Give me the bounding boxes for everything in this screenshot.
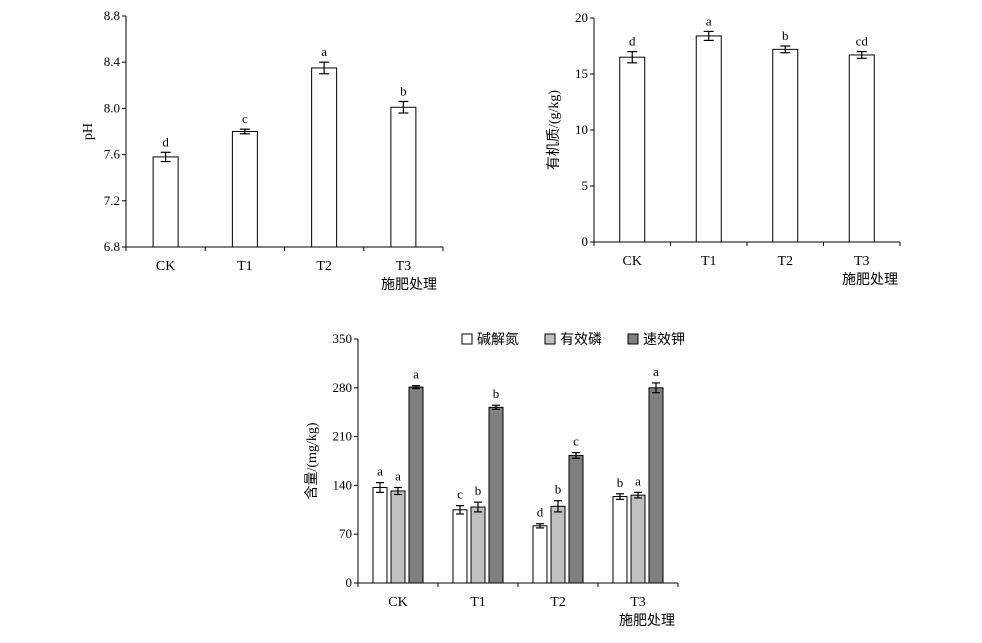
x-axis-title: 施肥处理 xyxy=(619,613,675,629)
bar xyxy=(470,506,486,584)
category-label: T3 xyxy=(854,254,870,269)
bar xyxy=(648,387,664,584)
bar xyxy=(390,106,417,248)
significance-label: b xyxy=(493,386,500,401)
y-axis-title: 有机质/(g/kg) xyxy=(546,90,562,170)
legend-swatch xyxy=(627,333,639,345)
category-label: CK xyxy=(388,595,407,610)
category-label: T2 xyxy=(316,259,332,274)
y-tick-label: 0 xyxy=(346,575,353,590)
bar xyxy=(488,406,504,584)
bar xyxy=(612,496,628,584)
significance-label: b xyxy=(617,475,624,490)
y-axis-title: pH xyxy=(81,123,96,140)
bar xyxy=(390,490,406,584)
category-label: CK xyxy=(156,259,175,274)
significance-label: a xyxy=(395,468,401,483)
significance-label: a xyxy=(635,473,641,488)
y-tick-label: 8.0 xyxy=(104,100,120,115)
y-tick-label: 7.6 xyxy=(104,147,121,162)
y-tick-label: 8.4 xyxy=(104,54,121,69)
significance-label: b xyxy=(475,483,482,498)
y-tick-label: 5 xyxy=(582,178,589,193)
bar xyxy=(630,494,646,584)
category-label: T3 xyxy=(630,595,646,610)
y-tick-label: 280 xyxy=(333,380,353,395)
y-tick-label: 140 xyxy=(333,477,353,492)
significance-label: d xyxy=(162,134,169,149)
significance-label: a xyxy=(653,364,659,379)
legend-swatch xyxy=(461,333,473,345)
y-tick-label: 350 xyxy=(333,331,353,346)
category-label: T1 xyxy=(701,254,717,269)
legend-label: 碱解氮 xyxy=(477,332,519,348)
significance-label: cd xyxy=(856,34,869,49)
legend-label: 速效钾 xyxy=(643,332,685,348)
significance-label: c xyxy=(457,487,463,502)
y-tick-label: 7.2 xyxy=(104,193,120,208)
category-label: T2 xyxy=(777,254,793,269)
bar xyxy=(311,67,338,248)
bar xyxy=(550,505,566,584)
y-tick-label: 15 xyxy=(575,66,588,81)
bar xyxy=(848,54,875,243)
bar xyxy=(772,48,799,243)
bar xyxy=(152,156,179,248)
significance-label: a xyxy=(377,464,383,479)
chart-ph: 6.8 7.2 7.6 8.0 8.4 8.8 CK T1 T2 T3 施肥处理 pH d c a b xyxy=(81,8,444,293)
y-tick-label: 70 xyxy=(339,526,352,541)
bar xyxy=(568,454,584,584)
y-tick-label: 10 xyxy=(575,122,588,137)
significance-label: a xyxy=(706,13,712,28)
legend-label: 有效磷 xyxy=(560,332,602,348)
significance-label: b xyxy=(400,83,407,98)
y-tick-label: 6.8 xyxy=(104,239,120,254)
bar xyxy=(408,386,424,584)
chart-organic-matter: 0 5 10 15 20 CK T1 T2 T3 施肥处理 有机质/(g/kg) d a b cd xyxy=(546,10,901,288)
category-label: CK xyxy=(623,254,642,269)
x-axis-title: 施肥处理 xyxy=(381,277,437,293)
y-tick-label: 0 xyxy=(582,234,589,249)
bar xyxy=(372,486,388,584)
category-label: T1 xyxy=(237,259,253,274)
significance-label: b xyxy=(555,482,562,497)
y-axis-title: 含量/(mg/kg) xyxy=(304,422,320,499)
significance-label: b xyxy=(782,28,789,43)
significance-label: c xyxy=(242,111,248,126)
category-label: T1 xyxy=(470,595,486,610)
y-tick-label: 8.8 xyxy=(104,8,120,23)
x-axis-title: 施肥处理 xyxy=(842,272,898,288)
significance-label: c xyxy=(573,434,579,449)
category-label: T2 xyxy=(550,595,566,610)
significance-label: a xyxy=(321,44,327,59)
bar xyxy=(452,509,468,584)
y-tick-label: 20 xyxy=(575,10,588,25)
legend-swatch xyxy=(544,333,556,345)
bar xyxy=(532,525,548,584)
y-tick-label: 210 xyxy=(333,429,353,444)
bar xyxy=(231,131,258,248)
category-label: T3 xyxy=(396,259,412,274)
significance-label: d xyxy=(629,34,636,49)
bar xyxy=(619,56,646,243)
significance-label: a xyxy=(413,367,419,382)
significance-label: d xyxy=(537,505,544,520)
bar xyxy=(695,35,722,243)
